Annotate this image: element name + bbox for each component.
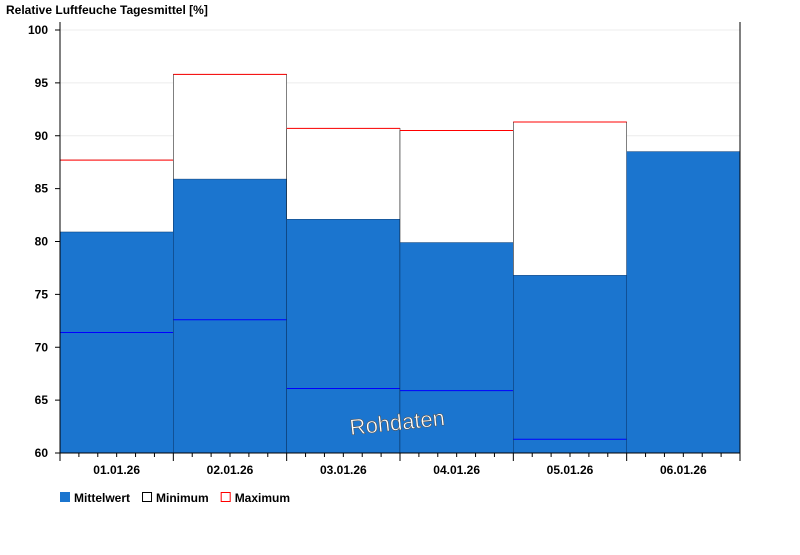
mean-bar	[173, 178, 287, 454]
x-tick-label: 02.01.26	[207, 463, 254, 477]
legend-label-mittelwert: Mittelwert	[74, 491, 130, 505]
legend-swatch-minimum	[142, 492, 153, 502]
mean-bar	[513, 275, 627, 454]
y-tick-label: 100	[28, 23, 48, 37]
y-tick-label: 80	[35, 235, 49, 249]
chart-title: Relative Luftfeuche Tagesmittel [%]	[6, 3, 208, 17]
y-tick-label: 75	[35, 287, 49, 301]
y-tick-label: 65	[35, 393, 49, 407]
x-tick-label: 06.01.26	[660, 463, 707, 477]
y-tick-label: 90	[35, 129, 49, 143]
mean-bar	[626, 151, 741, 454]
mean-bar	[59, 231, 174, 454]
y-tick-label: 70	[35, 340, 49, 354]
legend-label-minimum: Minimum	[156, 491, 209, 505]
y-tick-label: 60	[35, 446, 49, 460]
legend-swatch-mittelwert	[60, 492, 70, 502]
x-tick-label: 05.01.26	[547, 463, 594, 477]
mean-bar	[286, 219, 401, 454]
x-tick-label: 01.01.26	[93, 463, 140, 477]
x-tick-label: 04.01.26	[433, 463, 480, 477]
y-tick-label: 95	[35, 76, 49, 90]
mean-bar	[399, 242, 514, 454]
legend-label-maximum: Maximum	[235, 491, 290, 505]
x-tick-label: 03.01.26	[320, 463, 367, 477]
y-tick-label: 85	[35, 182, 49, 196]
legend-swatch-maximum	[220, 492, 231, 502]
